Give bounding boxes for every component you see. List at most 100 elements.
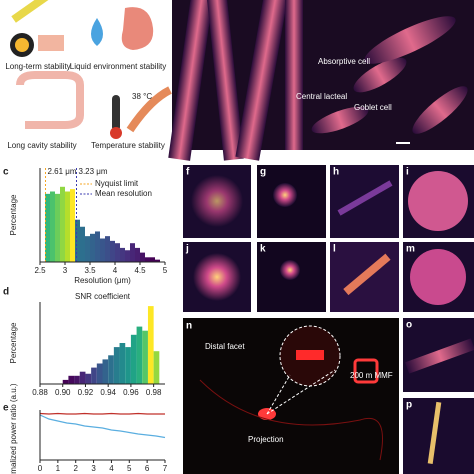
bar — [95, 231, 100, 262]
bar — [125, 250, 130, 262]
bar — [75, 219, 80, 262]
n-label: Distal facet — [205, 342, 245, 351]
x-tick-label: 2.5 — [34, 266, 46, 275]
bar — [74, 375, 80, 384]
y-axis-label: Normalized power ratio (a.u.) — [9, 383, 18, 474]
tissue-label: Goblet cell — [354, 103, 392, 112]
x-tick-label: 0.96 — [123, 388, 139, 397]
bar — [102, 359, 109, 384]
x-tick-label: 0 — [38, 464, 43, 473]
x-tick-label: 3.5 — [84, 266, 96, 275]
bar — [155, 259, 160, 262]
panel-letter: g — [260, 167, 266, 178]
x-tick-label: 0.98 — [146, 388, 162, 397]
bar — [90, 233, 95, 262]
bar — [79, 371, 86, 384]
x-tick-label: 0.92 — [78, 388, 94, 397]
bar — [62, 379, 69, 384]
image-panels — [183, 165, 474, 474]
panel-letter: e — [3, 403, 9, 414]
x-tick-label: 5 — [127, 464, 132, 473]
bar — [105, 236, 110, 262]
panel-letter: m — [406, 244, 415, 255]
x-tick-label: 4 — [109, 464, 114, 473]
bar — [96, 363, 103, 384]
x-tick-label: 6 — [145, 464, 150, 473]
bar — [108, 355, 114, 384]
bar — [60, 186, 65, 262]
icons — [10, 0, 172, 139]
panel-letter: o — [406, 320, 412, 331]
tissue-label: Absorptive cell — [318, 57, 370, 66]
panel-letter: c — [3, 167, 9, 178]
icon-label: Long-term stability — [5, 62, 70, 71]
panel-letter: i — [406, 167, 409, 178]
x-tick-label: 2 — [73, 464, 78, 473]
panel-letter: n — [186, 321, 192, 332]
bar — [110, 240, 115, 262]
bar — [65, 191, 70, 262]
panel-letter: l — [333, 244, 336, 255]
legend-label: Nyquist limit — [95, 179, 139, 188]
bar — [91, 367, 97, 384]
line — [39, 412, 165, 415]
line — [39, 414, 166, 439]
x-tick-label: 0.88 — [32, 388, 48, 397]
bar — [100, 238, 105, 262]
bar — [142, 330, 148, 384]
bar — [130, 334, 137, 384]
bar — [45, 193, 50, 262]
panel-letter: p — [406, 400, 412, 411]
bar — [125, 347, 131, 384]
x-tick-label: 1 — [56, 464, 61, 473]
panel-letter: d — [3, 287, 9, 298]
icon-label: Temperature stability — [91, 141, 165, 150]
bar — [130, 243, 135, 262]
bar — [68, 375, 75, 384]
icon-label: Long cavity stability — [7, 141, 76, 150]
n-label: 200 m MMF — [350, 371, 393, 380]
panel-letter: k — [260, 244, 266, 255]
bar — [135, 247, 140, 262]
x-tick-label: 0.94 — [100, 388, 116, 397]
bar — [55, 193, 60, 262]
x-tick-label: 5 — [163, 266, 168, 275]
bar — [50, 191, 55, 262]
x-tick-label: 3 — [63, 266, 68, 275]
temperature: 38 °C — [132, 92, 152, 101]
x-axis-label: SNR coefficient — [75, 292, 131, 301]
legend-label: Mean resolution — [95, 189, 152, 198]
bar — [119, 343, 126, 384]
bar — [145, 257, 150, 262]
icon-label: Liquid environment stability — [70, 62, 167, 71]
y-axis-label: Percentage — [9, 194, 18, 235]
y-axis-label: Percentage — [9, 322, 18, 363]
x-axis-label: Resolution (μm) — [74, 276, 131, 285]
bar — [80, 226, 85, 262]
bar — [85, 373, 92, 384]
bar — [147, 306, 154, 384]
bar — [140, 252, 145, 262]
bar — [85, 236, 90, 262]
panel-letter: h — [333, 167, 339, 178]
x-tick-label: 7 — [163, 464, 168, 473]
panel-letter: f — [186, 167, 190, 178]
tissue-image — [168, 0, 474, 161]
x-tick-label: 4.5 — [134, 266, 146, 275]
x-tick-label: 3 — [91, 464, 96, 473]
bar — [115, 243, 120, 262]
bar — [150, 257, 155, 262]
bar — [153, 351, 160, 384]
bar — [136, 326, 143, 384]
bar — [70, 189, 75, 262]
tissue-label: Central lacteal — [296, 92, 347, 101]
bar — [120, 247, 125, 262]
bar — [113, 347, 120, 384]
n-label: Projection — [248, 435, 284, 444]
reference-label: 3.23 μm — [79, 167, 108, 176]
reference-label: 2.61 μm — [48, 167, 77, 176]
x-tick-label: 4 — [113, 266, 118, 275]
x-tick-label: 0.90 — [55, 388, 71, 397]
panel-letter: j — [185, 244, 189, 255]
